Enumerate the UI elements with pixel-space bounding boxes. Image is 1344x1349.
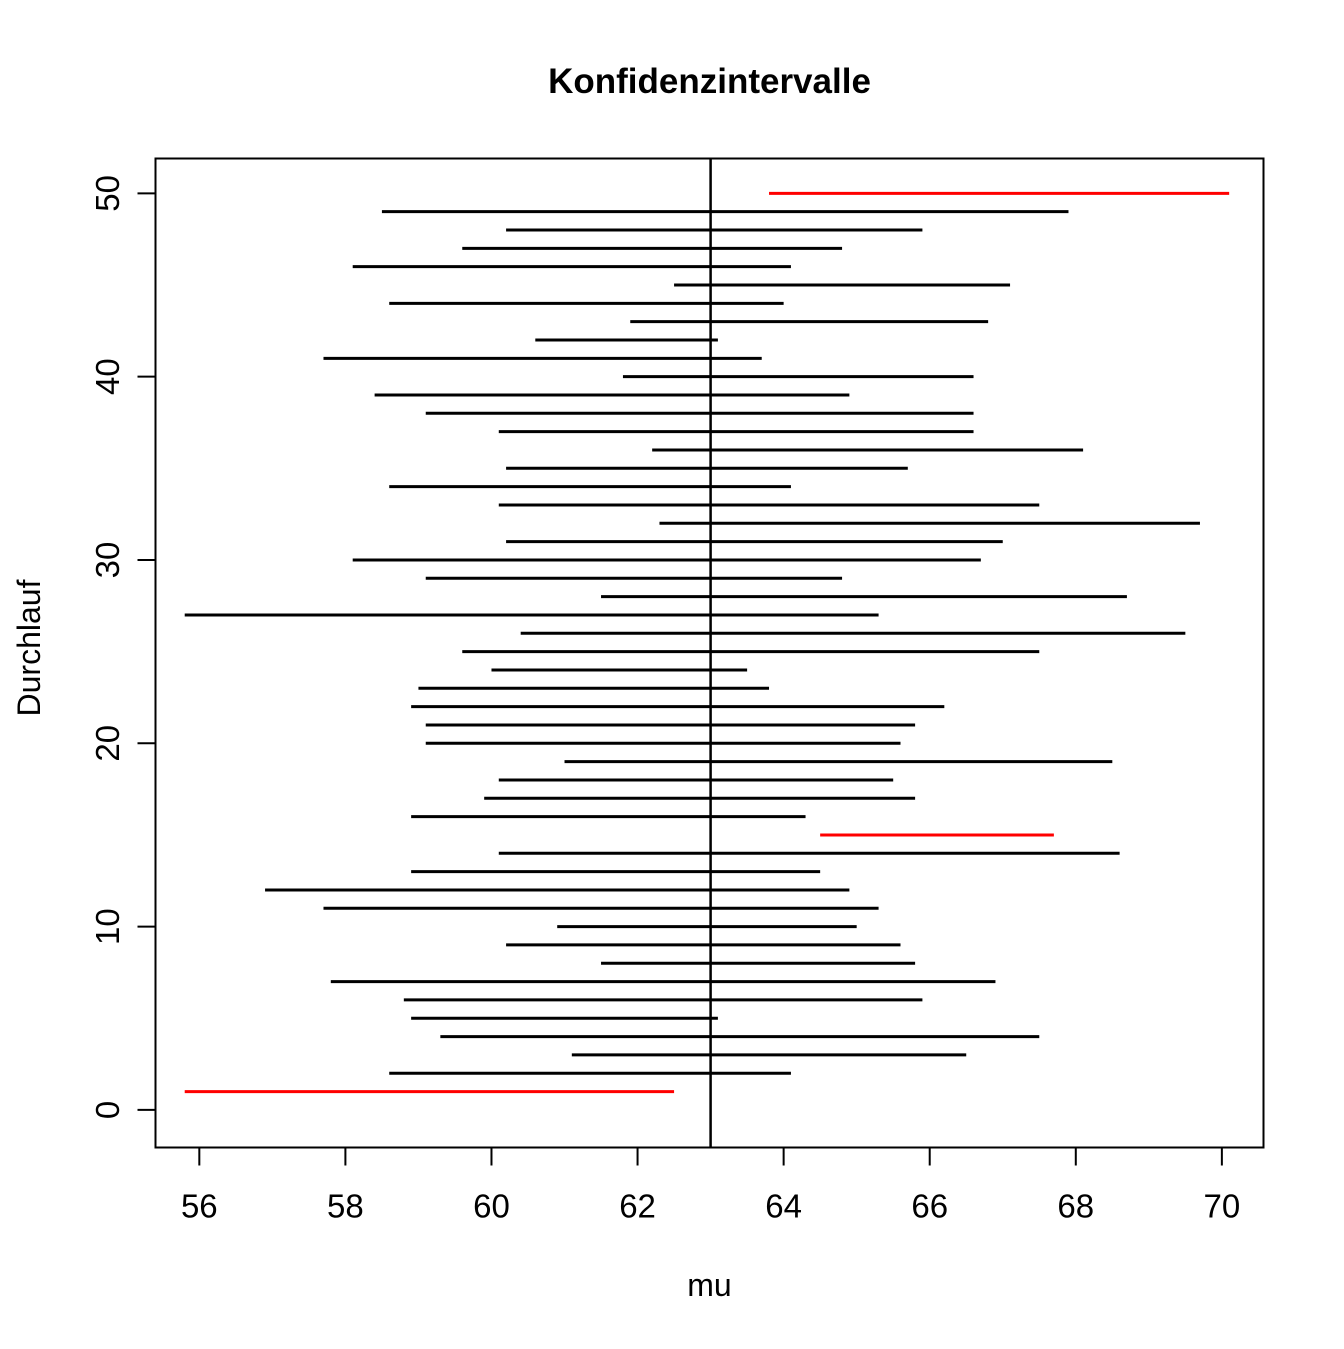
x-axis-tick-label: 58 [327, 1188, 364, 1225]
y-axis-tick-label: 10 [89, 908, 126, 945]
y-axis-label: Durchlauf [11, 579, 47, 716]
x-axis-tick-label: 70 [1204, 1188, 1241, 1225]
x-axis-tick-label: 62 [619, 1188, 656, 1225]
x-axis-tick-label: 60 [473, 1188, 510, 1225]
plot-title: Konfidenzintervalle [548, 62, 871, 101]
y-axis-tick-label: 40 [89, 358, 126, 395]
x-axis-tick-label: 56 [181, 1188, 218, 1225]
y-axis-tick-label: 30 [89, 542, 126, 579]
x-axis-tick-label: 64 [765, 1188, 802, 1225]
x-axis-tick-label: 68 [1057, 1188, 1094, 1225]
x-axis-tick-label: 66 [911, 1188, 948, 1225]
y-axis-tick-label: 20 [89, 725, 126, 762]
plot-content-group: 56 58 60 62 64 66 68 70 0 10 20 30 40 50 [89, 157, 1265, 1225]
y-axis-tick-label: 0 [89, 1101, 126, 1119]
x-axis-label: mu [687, 1267, 731, 1303]
y-axis-tick-label: 50 [89, 175, 126, 212]
